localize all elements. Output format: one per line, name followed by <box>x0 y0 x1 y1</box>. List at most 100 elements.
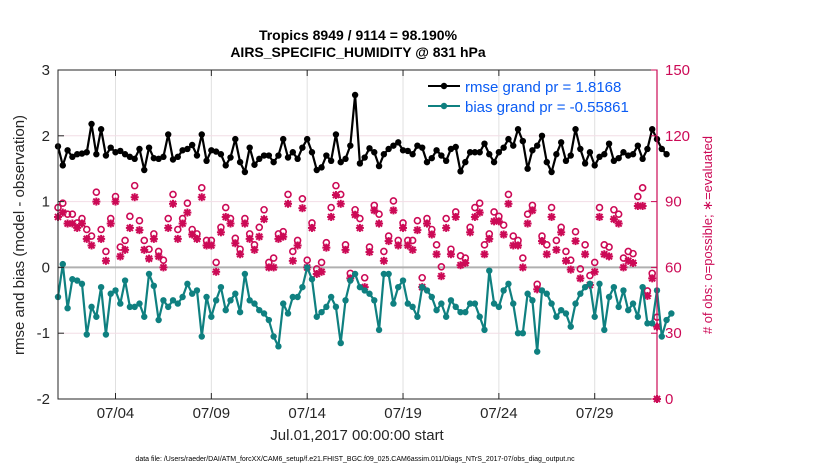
evaluated-obs-marker <box>504 199 513 208</box>
evaluated-obs-center <box>549 214 554 220</box>
evaluated-obs-marker <box>571 237 580 246</box>
evaluated-obs-center <box>448 251 454 257</box>
evaluated-obs-marker <box>216 228 225 237</box>
rmse-point <box>347 142 354 149</box>
evaluated-obs-center <box>156 254 161 259</box>
bias-point <box>380 270 388 278</box>
rmse-point <box>581 160 589 167</box>
evaluated-obs-marker <box>442 223 451 232</box>
bias-point <box>299 283 306 291</box>
bias-point <box>303 264 311 271</box>
evaluated-obs-center <box>381 258 387 264</box>
bias-point <box>126 303 134 311</box>
evaluated-obs-center <box>65 221 70 226</box>
y-tick-label: 2 <box>42 128 50 145</box>
bias-point <box>174 300 181 307</box>
evaluated-obs-center <box>343 247 348 253</box>
evaluated-obs-marker <box>178 219 187 228</box>
bias-point <box>145 270 153 278</box>
rmse-point <box>490 158 498 166</box>
x-tick-label: 07/24 <box>480 405 518 422</box>
rmse-point <box>586 149 594 156</box>
evaluated-obs-center <box>458 262 463 268</box>
rmse-point <box>486 151 493 158</box>
evaluated-obs-center <box>189 232 195 237</box>
possible-obs-marker <box>360 273 369 282</box>
bias-point <box>112 287 119 294</box>
possible-obs-marker <box>164 214 173 223</box>
evaluated-obs-center <box>276 236 281 242</box>
rmse-point <box>299 144 306 151</box>
rmse-point <box>236 158 244 166</box>
possible-obs-marker <box>571 227 580 236</box>
rmse-point <box>505 135 512 143</box>
rmse-point <box>284 154 292 161</box>
evaluated-obs-center <box>568 267 574 272</box>
evaluated-obs-center <box>429 232 435 237</box>
evaluated-obs-marker <box>101 256 110 265</box>
rmse-point <box>102 152 110 159</box>
rmse-point <box>409 151 416 158</box>
evaluated-obs-center <box>280 234 286 239</box>
rmse-point <box>112 149 119 156</box>
bias-point <box>136 300 143 307</box>
rmse-point <box>495 149 503 156</box>
rmse-point <box>557 139 565 146</box>
evaluated-obs-marker <box>173 234 182 243</box>
evaluated-obs-center <box>463 260 468 266</box>
evaluated-obs-marker <box>331 191 340 200</box>
evaluated-obs-center <box>113 199 118 204</box>
rmse-point <box>418 144 426 151</box>
evaluated-obs-marker <box>365 248 374 257</box>
legend-rmse-label: rmse grand pr = 1.8168 <box>465 79 621 96</box>
possible-obs-marker <box>169 190 177 199</box>
y-tick-label: 3 <box>42 62 50 79</box>
evaluated-obs-center <box>242 221 248 226</box>
rmse-point <box>93 151 100 158</box>
bias-point <box>117 300 124 307</box>
rmse-point <box>548 168 555 176</box>
evaluated-obs-center <box>601 251 607 257</box>
rmse-point <box>442 157 450 165</box>
evaluated-obs-center <box>477 210 482 215</box>
y-axis-label: rmse and bias (model - observation) <box>11 115 28 355</box>
possible-obs-marker <box>356 214 364 223</box>
evaluated-obs-marker <box>528 206 537 215</box>
bias-point <box>188 290 196 297</box>
bias-point <box>514 330 522 337</box>
rmse-point <box>553 151 560 158</box>
rmse-point <box>356 160 364 167</box>
bias-point <box>510 300 517 307</box>
possible-obs-marker <box>442 214 450 223</box>
rmse-point <box>289 149 297 156</box>
bias-point <box>275 343 282 350</box>
possible-obs-marker <box>375 210 383 218</box>
bias-point <box>476 313 483 320</box>
bias-point <box>241 270 249 278</box>
evaluated-obs-center <box>141 247 147 253</box>
possible-obs-marker <box>576 265 585 273</box>
evaluated-obs-marker <box>135 226 144 235</box>
y-right-tick-label: 30 <box>665 325 682 342</box>
rmse-point <box>620 149 627 156</box>
bias-point <box>562 310 570 317</box>
rmse-point <box>59 162 66 169</box>
bias-point <box>438 300 445 307</box>
evaluated-obs-marker <box>547 212 556 221</box>
legend-bias-marker <box>440 102 448 110</box>
bias-point <box>375 326 383 334</box>
bias-point <box>442 313 450 320</box>
rmse-point <box>294 155 301 163</box>
evaluated-obs-center <box>592 269 598 275</box>
bias-point <box>212 297 220 304</box>
possible-obs-marker <box>92 188 101 197</box>
evaluated-obs-center <box>74 225 80 231</box>
possible-obs-marker <box>298 194 307 203</box>
evaluated-obs-center <box>439 273 444 279</box>
evaluated-obs-marker <box>422 219 431 228</box>
rmse-point <box>174 153 181 161</box>
evaluated-obs-marker <box>260 215 269 224</box>
legend: rmse grand pr = 1.8168 bias grand pr = -… <box>428 79 629 116</box>
bias-point <box>433 306 440 314</box>
bias-point <box>371 297 378 304</box>
